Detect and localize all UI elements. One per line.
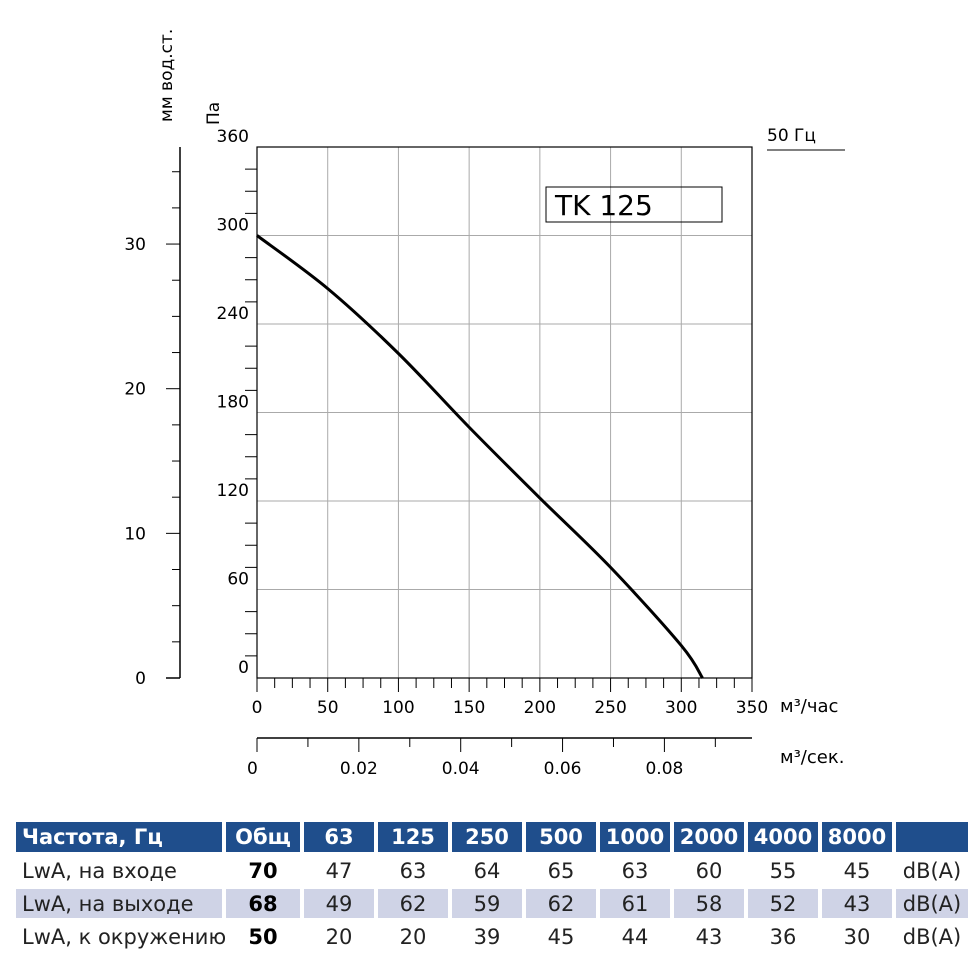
frequency-label: 50 Гц xyxy=(767,126,816,146)
chart-title-box xyxy=(545,186,723,223)
row-total: 68 xyxy=(226,889,300,918)
x-axis-m3h: 0 50 100 150 200 250 300 350 xyxy=(252,678,768,718)
cell-63: 20 xyxy=(325,924,353,949)
x-axis-m3s: 0 0.02 0.04 0.06 0.08 xyxy=(247,737,752,779)
cell-4000: 36 xyxy=(769,924,797,949)
header-500: 500 xyxy=(526,822,596,852)
y-tick-label: 60 xyxy=(227,570,249,590)
table-row-outlet: LwA, на выходе 68 49 62 59 62 61 58 52 4… xyxy=(16,889,968,918)
row-label: LwA, к окружению xyxy=(22,924,227,949)
row-unit: dB(A) xyxy=(902,924,962,949)
header-frequency: Частота, Гц xyxy=(16,822,222,852)
row-unit: dB(A) xyxy=(896,889,968,918)
x-tick-label: 150 xyxy=(453,698,485,718)
m3s-tick-label: 0.02 xyxy=(340,759,378,779)
cell-2000: 58 xyxy=(674,889,744,918)
header-unit xyxy=(896,822,968,852)
cell-500: 45 xyxy=(547,924,575,949)
cell-8000: 45 xyxy=(843,858,871,883)
mm-tick-label: 20 xyxy=(124,380,146,400)
grid-lines xyxy=(256,146,753,679)
cell-250: 39 xyxy=(473,924,501,949)
x-axis-label-m3h: м³/час xyxy=(780,696,838,717)
cell-1000: 61 xyxy=(600,889,670,918)
cell-8000: 43 xyxy=(822,889,892,918)
cell-63: 47 xyxy=(325,858,353,883)
y-tick-label: 240 xyxy=(217,304,249,324)
sound-power-table: Частота, Гц Общ 63 125 250 500 1000 2000… xyxy=(12,818,972,955)
x-tick-label: 350 xyxy=(736,698,768,718)
cell-2000: 60 xyxy=(695,858,723,883)
header-8000: 8000 xyxy=(822,822,892,852)
y-tick-label: 300 xyxy=(217,216,249,236)
y-axis-label-mm: мм вод.ст. xyxy=(157,29,177,122)
cell-125: 20 xyxy=(399,924,427,949)
table-row-inlet: LwA, на входе 70 47 63 64 65 63 60 55 45… xyxy=(16,856,968,885)
cell-500: 65 xyxy=(547,858,575,883)
series-line-tk125 xyxy=(256,234,704,679)
x-axis-label-m3s: м³/сек. xyxy=(780,747,844,768)
m3s-tick-label: 0.06 xyxy=(544,759,582,779)
header-125: 125 xyxy=(378,822,448,852)
row-label: LwA, на выходе xyxy=(16,889,222,918)
y-tick-label: 360 xyxy=(217,127,249,147)
m3s-tick-label: 0.04 xyxy=(442,759,480,779)
pa-axis: 0 60 120 180 240 300 360 xyxy=(217,127,257,678)
cell-4000: 52 xyxy=(748,889,818,918)
x-tick-label: 200 xyxy=(524,698,556,718)
header-4000: 4000 xyxy=(748,822,818,852)
cell-1000: 63 xyxy=(621,858,649,883)
header-250: 250 xyxy=(452,822,522,852)
y-axis-label-pa: Па xyxy=(204,102,224,125)
cell-250: 59 xyxy=(452,889,522,918)
table-row-surroundings: LwA, к окружению 50 20 20 39 45 44 43 36… xyxy=(16,922,968,951)
mm-axis: 0 10 20 30 xyxy=(124,147,181,689)
m3s-tick-label: 0 xyxy=(247,759,258,779)
cell-8000: 30 xyxy=(843,924,871,949)
y-tick-label: 120 xyxy=(217,481,249,501)
cell-125: 62 xyxy=(378,889,448,918)
row-unit: dB(A) xyxy=(902,858,962,883)
x-tick-label: 0 xyxy=(252,698,263,718)
mm-tick-label: 30 xyxy=(124,235,146,255)
fan-curve-chart: 0 60 120 180 240 300 360 0 10 20 30 0 50 100 150 200 2… xyxy=(124,29,845,779)
x-tick-label: 100 xyxy=(382,698,414,718)
header-1000: 1000 xyxy=(600,822,670,852)
chart-title: TK 125 xyxy=(554,189,653,222)
cell-500: 62 xyxy=(526,889,596,918)
row-label: LwA, на входе xyxy=(22,858,177,883)
header-63: 63 xyxy=(304,822,374,852)
y-tick-label: 0 xyxy=(238,658,249,678)
cell-250: 64 xyxy=(473,858,501,883)
header-2000: 2000 xyxy=(674,822,744,852)
cell-2000: 43 xyxy=(695,924,723,949)
cell-1000: 44 xyxy=(621,924,649,949)
cell-63: 49 xyxy=(304,889,374,918)
row-total: 70 xyxy=(248,858,278,883)
mm-tick-label: 10 xyxy=(124,524,146,544)
x-tick-label: 250 xyxy=(594,698,626,718)
x-tick-label: 300 xyxy=(665,698,697,718)
m3s-tick-label: 0.08 xyxy=(645,759,683,779)
mm-tick-label: 0 xyxy=(135,669,146,689)
y-tick-label: 180 xyxy=(217,393,249,413)
header-total: Общ xyxy=(226,822,300,852)
table-header-row: Частота, Гц Общ 63 125 250 500 1000 2000… xyxy=(16,822,968,852)
x-tick-label: 50 xyxy=(317,698,339,718)
row-total: 50 xyxy=(248,924,278,949)
cell-4000: 55 xyxy=(769,858,797,883)
cell-125: 63 xyxy=(399,858,427,883)
